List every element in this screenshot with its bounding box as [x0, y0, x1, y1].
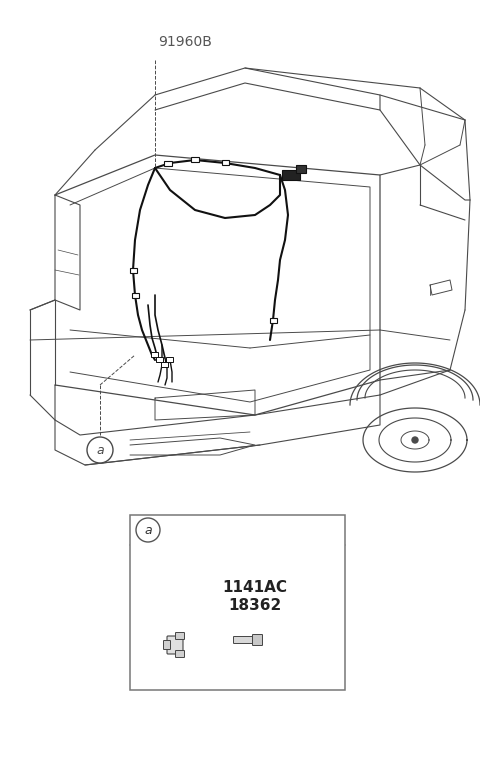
Bar: [270, 318, 277, 323]
Bar: [130, 515, 345, 690]
FancyBboxPatch shape: [164, 640, 170, 650]
Bar: [166, 357, 173, 362]
FancyBboxPatch shape: [176, 633, 184, 640]
Bar: [156, 357, 163, 362]
Text: a: a: [96, 444, 104, 457]
Circle shape: [87, 437, 113, 463]
FancyBboxPatch shape: [233, 637, 256, 643]
FancyBboxPatch shape: [252, 634, 263, 646]
Bar: [296, 165, 306, 173]
Bar: [151, 352, 158, 357]
Bar: [132, 293, 139, 298]
Bar: [191, 157, 199, 162]
Text: a: a: [144, 523, 152, 536]
Text: 1141AC: 1141AC: [222, 581, 287, 595]
Bar: [161, 362, 168, 367]
Bar: [130, 268, 137, 273]
Circle shape: [136, 518, 160, 542]
FancyBboxPatch shape: [167, 636, 183, 654]
Circle shape: [412, 437, 418, 443]
Text: 18362: 18362: [228, 597, 281, 613]
Text: 91960B: 91960B: [158, 35, 212, 49]
Bar: [164, 161, 172, 166]
Bar: [222, 160, 229, 165]
FancyBboxPatch shape: [176, 650, 184, 657]
Bar: [282, 170, 300, 180]
